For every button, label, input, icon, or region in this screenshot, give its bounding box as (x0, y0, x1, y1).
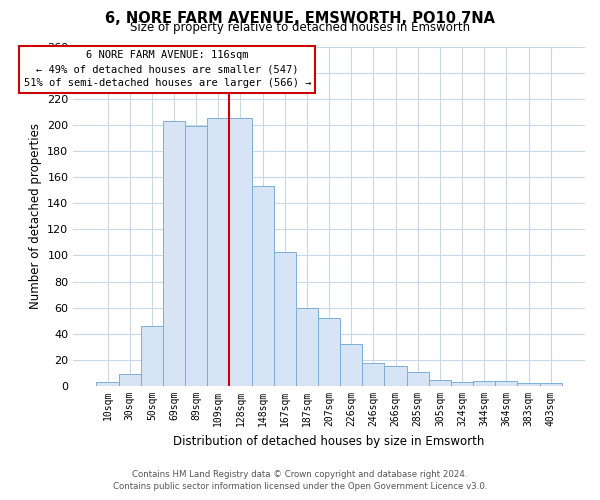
Bar (274, 252, 296, 386)
Bar (407, 372, 429, 386)
Bar (362, 362, 385, 386)
Bar (185, 126, 207, 386)
Text: Size of property relative to detached houses in Emsworth: Size of property relative to detached ho… (130, 22, 470, 35)
Text: 6, NORE FARM AVENUE, EMSWORTH, PO10 7NA: 6, NORE FARM AVENUE, EMSWORTH, PO10 7NA (105, 11, 495, 26)
Text: 6 NORE FARM AVENUE: 116sqm
← 49% of detached houses are smaller (547)
51% of sem: 6 NORE FARM AVENUE: 116sqm ← 49% of deta… (23, 50, 311, 88)
Bar (229, 118, 251, 386)
Bar (119, 374, 141, 386)
Bar (451, 382, 473, 386)
Bar (97, 382, 119, 386)
Bar (473, 381, 495, 386)
Bar (251, 186, 274, 386)
Y-axis label: Number of detached properties: Number of detached properties (29, 124, 41, 310)
Bar (207, 118, 229, 386)
Text: Contains HM Land Registry data © Crown copyright and database right 2024.
Contai: Contains HM Land Registry data © Crown c… (113, 470, 487, 491)
Bar (141, 326, 163, 386)
Bar (163, 121, 185, 386)
Bar (429, 380, 451, 386)
X-axis label: Distribution of detached houses by size in Emsworth: Distribution of detached houses by size … (173, 434, 485, 448)
Bar (340, 344, 362, 386)
Bar (517, 384, 539, 386)
Bar (385, 366, 407, 386)
Bar (296, 308, 318, 386)
Bar (318, 318, 340, 386)
Bar (539, 384, 562, 386)
Bar (495, 381, 517, 386)
